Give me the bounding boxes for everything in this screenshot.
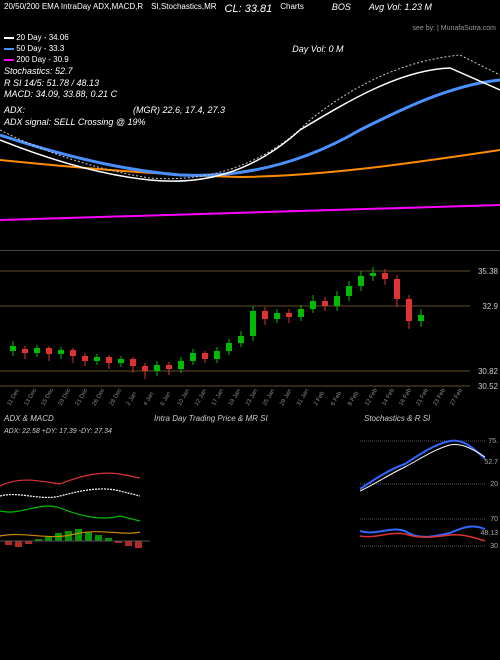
adx-label: ADX: xyxy=(4,105,25,117)
bottom-panels: ADX & MACD ADX: 22.58 +DY: 17.39 -DY: 27.… xyxy=(0,410,500,660)
candle-chart: 35.3832.930.8230.5211 Dec13 Dec15 Dec19 … xyxy=(0,250,500,410)
stochastics-line: Stochastics: 52.7 xyxy=(4,66,496,78)
charts-label: Charts xyxy=(280,2,304,16)
svg-text:35.38: 35.38 xyxy=(478,267,499,276)
svg-text:30.82: 30.82 xyxy=(478,367,499,376)
avg-vol: Avg Vol: 1.23 M xyxy=(369,2,432,16)
svg-text:75.: 75. xyxy=(488,438,498,445)
main-ema-chart: 20/50/200 EMA IntraDay ADX,MACD,R SI,Sto… xyxy=(0,0,500,250)
svg-text:Intra Day Trading Price & MR: Intra Day Trading Price & MR SI xyxy=(154,414,268,423)
svg-text:32.9: 32.9 xyxy=(482,302,498,311)
cl-value: 33.81 xyxy=(245,3,273,15)
svg-text:30.52: 30.52 xyxy=(478,382,499,391)
ema200-legend: 200 Day - 30.9 xyxy=(4,55,496,65)
adx-macd-panel: ADX & MACD ADX: 22.58 +DY: 17.39 -DY: 27.… xyxy=(0,411,150,660)
ema20-legend: 20 Day - 34.06 xyxy=(4,33,496,43)
rsi-line: R SI 14/5: 51.78 / 48.13 xyxy=(4,78,496,90)
svg-text:70: 70 xyxy=(490,516,498,523)
mgr-label: (MGR) 22.6, 17.4, 27.3 xyxy=(133,105,225,117)
svg-text:ADX: 22.58 +DY: 17.39 -DY: 2: ADX: 22.58 +DY: 17.39 -DY: 27.34 xyxy=(3,428,112,435)
exchange-label: BOS xyxy=(332,2,351,16)
svg-text:Stochastics & R SI: Stochastics & R SI xyxy=(364,414,431,423)
adx-signal: ADX signal: SELL Crossing @ 19% xyxy=(4,117,496,129)
svg-text:ADX & MACD: ADX & MACD xyxy=(3,414,54,423)
ema-title: 20/50/200 EMA IntraDay ADX,MACD,R xyxy=(4,2,143,16)
svg-text:30: 30 xyxy=(490,543,498,550)
day-vol: Day Vol: 0 M xyxy=(292,44,343,56)
candle-chart-svg: 35.3832.930.8230.5211 Dec13 Dec15 Dec19 … xyxy=(0,251,500,411)
stoch-rsi-panel: Stochastics & R SI 75. 52.7 20 70 48.13 30 xyxy=(360,411,500,660)
ema50-legend: 50 Day - 33.3 xyxy=(4,44,64,56)
svg-text:20: 20 xyxy=(490,481,498,488)
attribution: see by: | MunafaSutra.com xyxy=(412,24,496,33)
stoch-header: SI,Stochastics,MR xyxy=(151,2,216,16)
cl-group: CL: 33.81 xyxy=(225,2,273,16)
svg-text:52.7: 52.7 xyxy=(484,459,498,466)
chart-header-overlay: 20/50/200 EMA IntraDay ADX,MACD,R SI,Sto… xyxy=(4,2,496,128)
svg-text:48.13: 48.13 xyxy=(480,530,498,537)
macd-line: MACD: 34.09, 33.88, 0.21 C xyxy=(4,89,496,101)
cl-label: CL: xyxy=(225,3,242,15)
intraday-panel: Intra Day Trading Price & MR SI xyxy=(150,411,360,660)
